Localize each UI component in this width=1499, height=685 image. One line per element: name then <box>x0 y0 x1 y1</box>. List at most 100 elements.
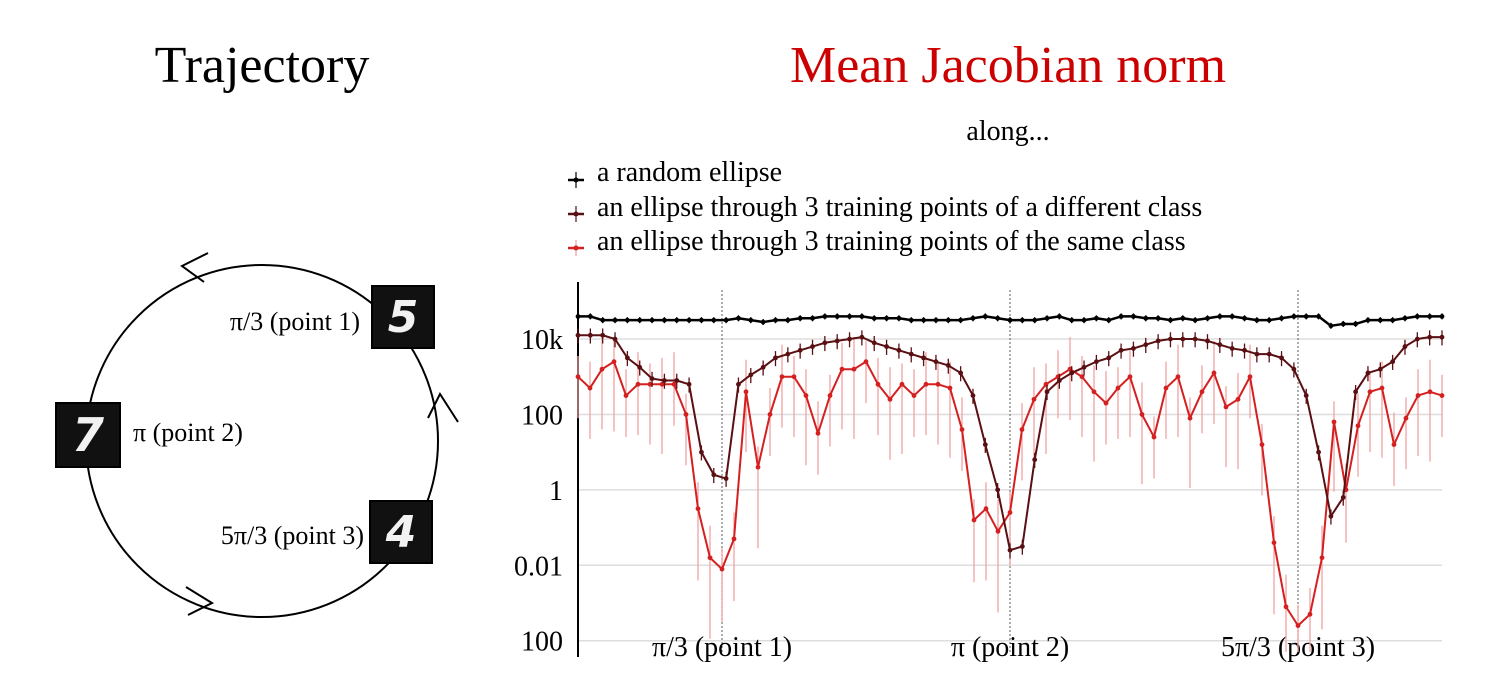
legend-item-different-class: an ellipse through 3 training points of … <box>568 192 1202 223</box>
data-point <box>767 412 773 417</box>
data-point <box>1403 415 1409 421</box>
data-point <box>1439 334 1445 340</box>
data-point <box>1229 313 1235 319</box>
data-point <box>1131 346 1136 351</box>
data-point <box>995 487 1001 493</box>
legend-dot <box>573 211 579 217</box>
legend-dot <box>573 177 579 183</box>
data-point <box>1427 334 1433 340</box>
data-point <box>971 517 977 523</box>
data-point <box>923 381 929 387</box>
data-point <box>896 315 902 321</box>
data-point <box>1205 338 1210 344</box>
data-point <box>1235 396 1241 402</box>
legend-marker-same-class <box>568 240 584 256</box>
data-point <box>834 313 840 319</box>
data-point <box>785 317 791 323</box>
legend-title: along... <box>966 116 1049 147</box>
data-point <box>587 385 593 391</box>
data-point <box>815 430 821 436</box>
data-point <box>1377 366 1383 372</box>
legend-item-random: a random ellipse <box>568 157 782 188</box>
data-point <box>779 374 785 380</box>
data-point <box>851 366 857 372</box>
data-point <box>822 340 828 346</box>
data-point <box>945 317 951 323</box>
data-point <box>748 372 754 378</box>
data-point <box>624 317 630 323</box>
data-point <box>887 396 893 402</box>
data-point <box>933 359 939 365</box>
data-point <box>871 340 877 346</box>
data-point <box>1316 449 1321 455</box>
data-point <box>1328 323 1334 329</box>
data-point <box>599 366 605 372</box>
data-point <box>1391 442 1397 448</box>
data-point <box>1439 393 1445 398</box>
data-point <box>1019 427 1025 432</box>
data-point <box>1081 364 1087 370</box>
point-3-label: 5π/3 (point 3) <box>221 521 364 550</box>
data-point <box>1205 315 1210 321</box>
data-point <box>1439 313 1445 319</box>
data-point <box>1316 313 1321 319</box>
data-point <box>983 506 989 512</box>
data-point <box>600 332 606 338</box>
data-point <box>674 378 680 383</box>
data-point <box>899 381 905 387</box>
data-point <box>1254 317 1260 323</box>
data-point <box>773 317 778 323</box>
data-point <box>1291 366 1297 372</box>
data-point <box>1192 317 1198 323</box>
data-point <box>958 370 964 376</box>
data-point <box>1043 381 1049 387</box>
data-point <box>959 427 965 432</box>
data-point <box>637 317 643 323</box>
data-point <box>736 381 741 387</box>
data-point <box>743 389 749 395</box>
data-point <box>662 317 667 323</box>
data-point <box>908 351 914 357</box>
data-point <box>958 317 964 323</box>
data-point <box>1143 315 1149 321</box>
data-point <box>686 317 692 323</box>
data-point <box>921 355 926 361</box>
data-point <box>1390 317 1396 323</box>
data-point <box>1390 359 1396 365</box>
data-point <box>1340 321 1346 327</box>
data-point <box>1115 385 1121 391</box>
data-point <box>1242 315 1247 321</box>
data-point <box>1328 513 1334 519</box>
data-point <box>1151 434 1157 440</box>
data-point <box>995 315 1001 321</box>
data-point <box>970 393 976 398</box>
data-point <box>1415 393 1421 398</box>
data-point <box>748 317 754 323</box>
data-point <box>1091 389 1097 395</box>
data-point <box>635 381 641 387</box>
data-point <box>1295 623 1301 629</box>
data-point <box>982 313 988 319</box>
data-point <box>1259 442 1265 448</box>
data-point <box>1365 370 1371 376</box>
data-point <box>945 363 951 368</box>
data-point <box>896 347 902 353</box>
legend-marker-random <box>568 172 584 188</box>
data-point <box>1340 494 1346 500</box>
data-point <box>859 334 865 340</box>
data-point <box>1127 374 1133 380</box>
data-point <box>970 315 976 321</box>
digit-image-point-2: 7 <box>55 402 121 468</box>
data-point <box>1032 457 1038 463</box>
data-point <box>623 393 629 398</box>
data-point <box>1229 346 1235 351</box>
data-point <box>947 385 953 391</box>
data-point <box>1271 540 1277 546</box>
data-point <box>834 338 840 344</box>
point-2-label: π (point 2) <box>133 418 243 447</box>
data-point <box>1217 313 1223 319</box>
data-point <box>711 472 717 478</box>
data-point <box>1168 317 1173 323</box>
data-point <box>1069 370 1075 376</box>
